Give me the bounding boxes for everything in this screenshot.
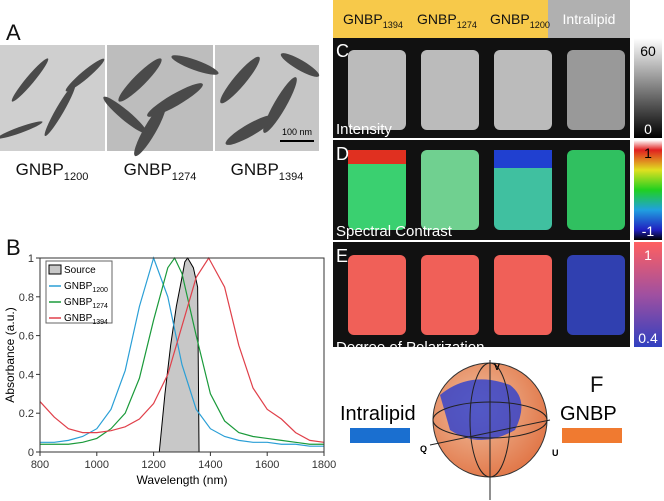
legend-name: Source <box>64 265 96 276</box>
legend-sub: 1200 <box>92 287 108 294</box>
colorbar-label: 60 <box>640 43 656 59</box>
caption: GNBP1394 <box>231 160 304 183</box>
caption-base: GNBP <box>124 160 172 179</box>
header-label: GNBP1200 <box>490 11 550 30</box>
poincare-sphere <box>429 360 551 500</box>
tem-images <box>0 45 320 157</box>
panel-title: Spectral Contrast <box>336 223 453 240</box>
header-label: GNBP1274 <box>417 11 477 30</box>
caption-sub: 1394 <box>279 171 304 183</box>
header-label-base: Intralipid <box>563 11 616 27</box>
legend-label: GNBP1274 <box>64 297 108 310</box>
colorbar-label: 1 <box>644 247 652 263</box>
caption: GNBP1200 <box>16 160 89 183</box>
header-label: GNBP1394 <box>343 11 403 30</box>
header-label-sub: 1274 <box>457 20 477 30</box>
y-tick-label: 0.8 <box>19 292 34 304</box>
caption-base: GNBP <box>231 160 279 179</box>
header-label-base: GNBP <box>343 11 383 27</box>
legend-name: GNBP <box>64 297 93 308</box>
header-label-base: GNBP <box>490 11 530 27</box>
y-tick-label: 0.4 <box>19 369 34 381</box>
panel-title: Intensity <box>336 121 392 138</box>
header-band <box>333 0 548 38</box>
x-tick-label: 1400 <box>198 459 222 471</box>
axis-label: V <box>494 362 500 372</box>
x-tick-label: 1600 <box>255 459 279 471</box>
x-axis-label: Wavelength (nm) <box>137 473 228 487</box>
x-tick-label: 1800 <box>312 459 336 471</box>
x-tick-label: 1200 <box>141 459 165 471</box>
legend-swatch <box>562 428 622 443</box>
x-tick-label: 800 <box>31 459 49 471</box>
panel-label: F <box>590 372 603 397</box>
colorbar-label: 0.4 <box>638 330 658 346</box>
plot-frame <box>39 257 325 453</box>
axis-label: Q <box>420 444 427 454</box>
y-tick-label: 1 <box>28 253 34 265</box>
colorbar-label: 0 <box>644 121 652 137</box>
y-axis-label: Absorbance (a.u.) <box>3 307 17 402</box>
line <box>40 256 324 445</box>
colorbar-label: -1 <box>642 223 655 239</box>
caption-sub: 1200 <box>64 171 89 183</box>
y-tick-label: 0 <box>28 447 34 459</box>
y-tick-label: 0.2 <box>19 408 34 420</box>
header-label: Intralipid <box>563 11 616 27</box>
legend-sub: 1274 <box>92 303 108 310</box>
caption-base: GNBP <box>16 160 64 179</box>
panel-title: Degree of Polarization <box>336 339 484 356</box>
caption-sub: 1274 <box>172 171 197 183</box>
colorbar-label: 1 <box>644 145 652 161</box>
legend-sub: 1394 <box>92 319 108 326</box>
legend-swatch <box>350 428 410 443</box>
line <box>40 256 324 447</box>
legend-label: GNBP1394 <box>64 313 108 326</box>
legend-label: Intralipid <box>340 403 416 425</box>
legend-label: GNBP1200 <box>64 281 108 294</box>
panel-label: D <box>336 144 349 164</box>
legend-label: GNBP <box>560 403 617 425</box>
legend-label: Source <box>64 265 96 276</box>
scale-bar-label: 100 nm <box>282 127 312 137</box>
legend-swatch <box>48 264 62 275</box>
header-label-sub: 1394 <box>383 20 403 30</box>
y-tick-label: 0.6 <box>19 331 34 343</box>
axis-label: U <box>552 448 559 458</box>
caption: GNBP1274 <box>124 160 197 183</box>
header-label-sub: 1200 <box>530 20 550 30</box>
panel-label: C <box>336 41 349 61</box>
legend-name: GNBP <box>64 281 93 292</box>
legend-name: GNBP <box>64 313 93 324</box>
panel-label: B <box>6 235 21 260</box>
x-tick-label: 1000 <box>85 459 109 471</box>
header-label-base: GNBP <box>417 11 457 27</box>
line <box>39 256 325 443</box>
header-band <box>548 0 630 38</box>
image-panels <box>333 38 662 347</box>
panel-label: E <box>336 246 348 266</box>
panel-label: A <box>6 20 21 45</box>
